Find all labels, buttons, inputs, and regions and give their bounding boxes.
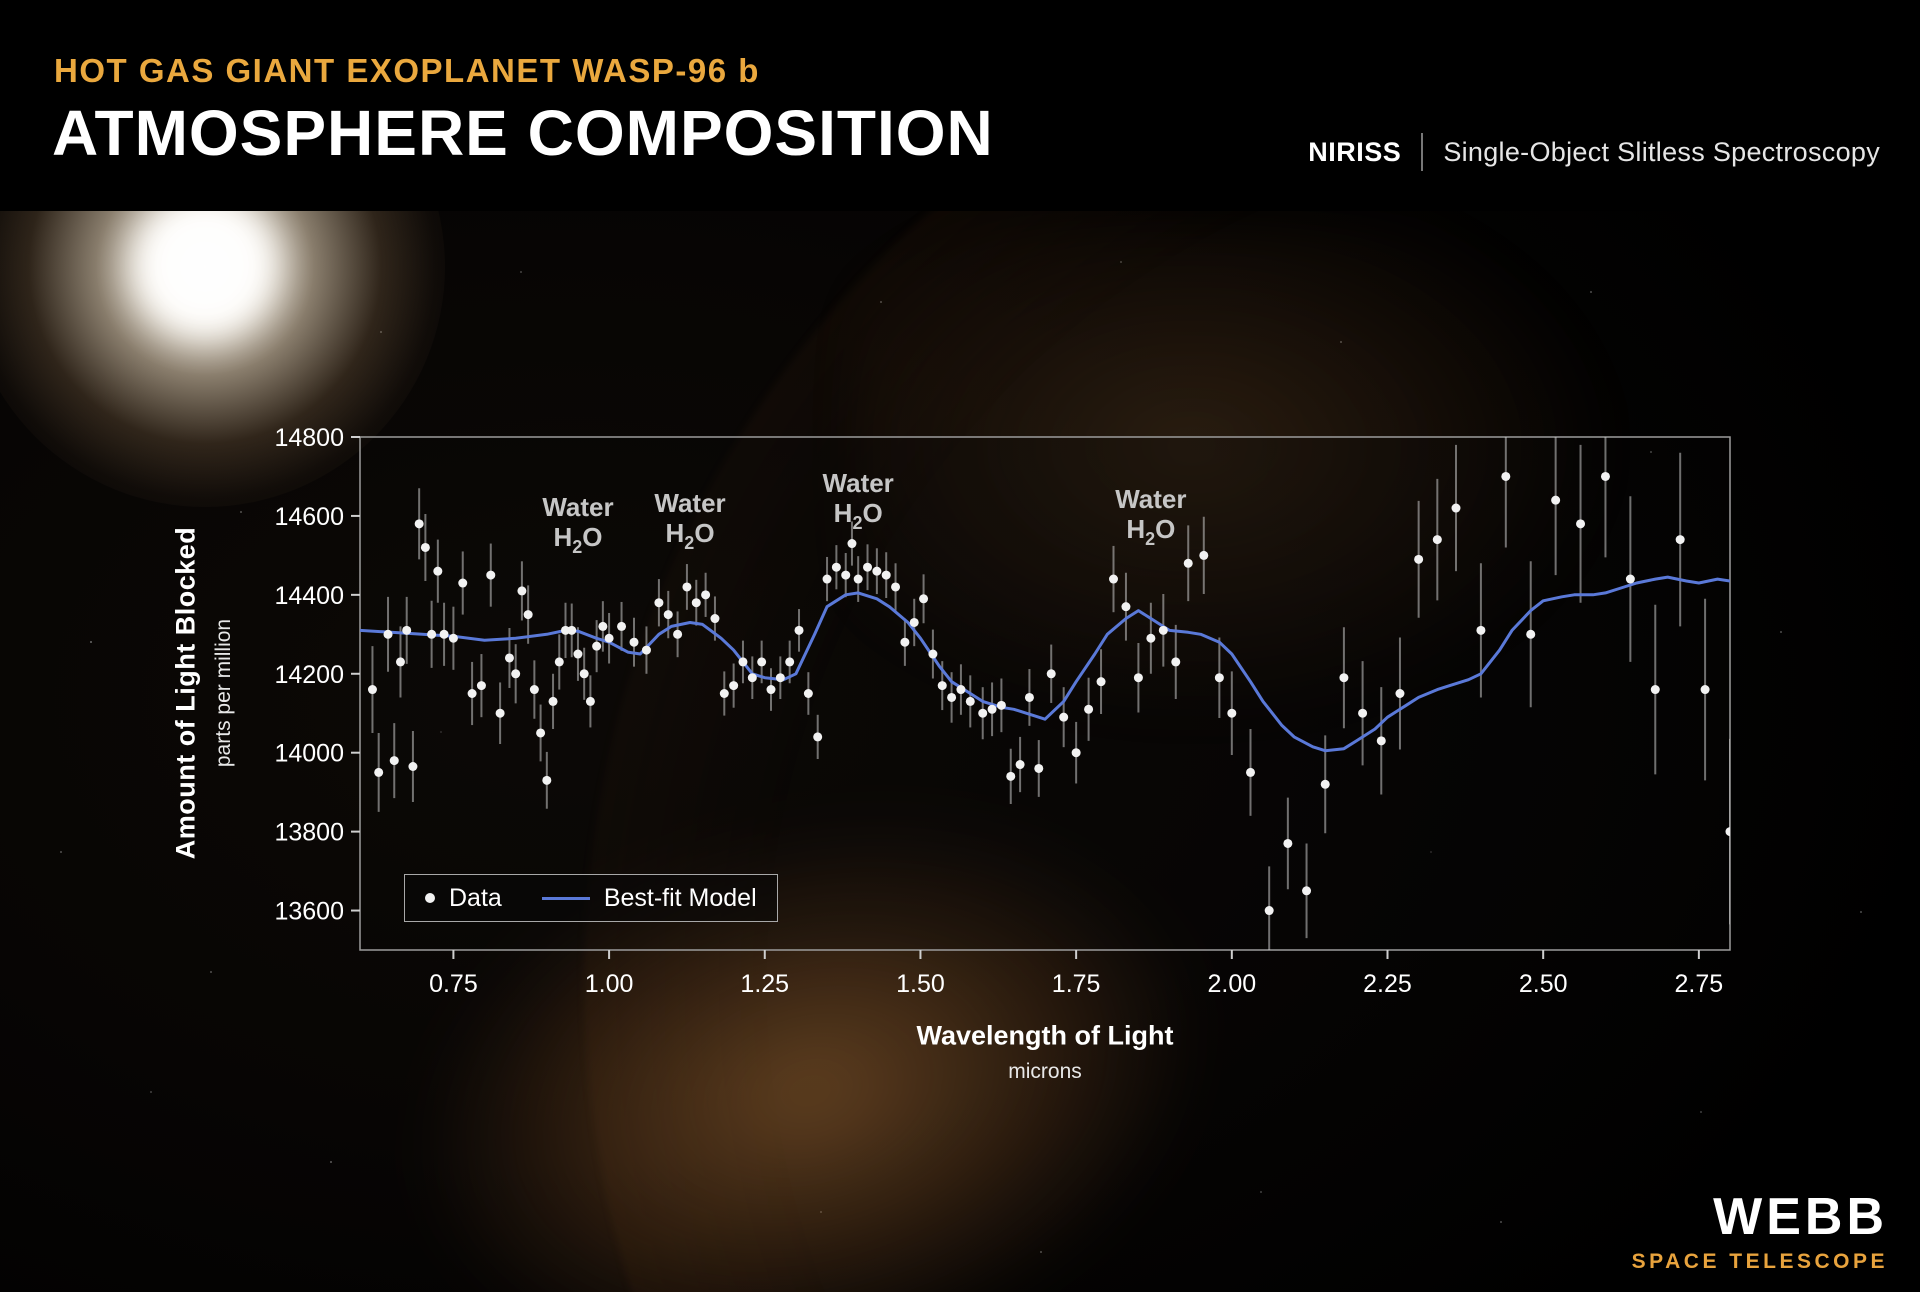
svg-text:H2O: H2O (1126, 514, 1175, 549)
instrument-label: NIRISS (1308, 136, 1402, 167)
legend-model-label: Best-fit Model (603, 883, 757, 912)
svg-text:1.00: 1.00 (585, 970, 634, 998)
planet-limb (584, 211, 1920, 1292)
svg-text:13600: 13600 (274, 898, 344, 926)
svg-text:H2O: H2O (553, 522, 602, 557)
planet-atmosphere-haze (850, 221, 1610, 721)
svg-text:H2O: H2O (666, 518, 715, 553)
observation-mode-label: Single-Object Slitless Spectroscopy (1443, 136, 1880, 167)
svg-text:1.25: 1.25 (740, 970, 789, 998)
svg-text:Water: Water (542, 492, 613, 522)
svg-text:1.50: 1.50 (896, 970, 945, 998)
webb-logo: WEBB SPACE TELESCOPE (1632, 1191, 1888, 1274)
legend-model-line (541, 896, 590, 900)
svg-text:13800: 13800 (274, 819, 344, 847)
header-bar: HOT GAS GIANT EXOPLANET WASP-96 b ATMOSP… (0, 0, 1920, 211)
star-core (135, 211, 275, 335)
svg-text:1.75: 1.75 (1052, 970, 1101, 998)
x-axis-unit: microns (1008, 1060, 1082, 1083)
space-background (0, 211, 1920, 1292)
svg-text:0.75: 0.75 (429, 970, 478, 998)
svg-text:Water: Water (1115, 484, 1186, 514)
svg-text:Water: Water (823, 468, 894, 498)
spectrum-chart: 13600 13800 14000 14200 14400 14600 14800 0.75 1… (274, 424, 1731, 998)
spectrum-plot: 13600 13800 14000 14200 14400 14600 14800 0.75 1… (274, 424, 1731, 998)
logo-main: WEBB (1713, 1188, 1888, 1246)
header-divider (1421, 133, 1424, 171)
svg-text:14800: 14800 (274, 424, 344, 452)
y-axis-title: Amount of Light Blocked (170, 526, 201, 860)
svg-text:2.00: 2.00 (1207, 970, 1256, 998)
svg-text:2.25: 2.25 (1363, 970, 1412, 998)
instrument-info: NIRISS Single-Object Slitless Spectrosco… (1308, 133, 1880, 171)
svg-text:2.75: 2.75 (1675, 970, 1724, 998)
svg-text:14600: 14600 (274, 503, 344, 531)
legend-data-label: Data (449, 883, 502, 912)
svg-text:2.50: 2.50 (1519, 970, 1568, 998)
legend-data-dot (425, 893, 435, 903)
kicker-label: HOT GAS GIANT EXOPLANET WASP-96 b (54, 52, 760, 89)
legend: Data Best-fit Model (404, 874, 778, 922)
page-title: ATMOSPHERE COMPOSITION (52, 97, 994, 169)
svg-text:14000: 14000 (274, 740, 344, 768)
x-axis-title: Wavelength of Light (916, 1020, 1174, 1051)
svg-text:14200: 14200 (274, 661, 344, 689)
svg-text:H2O: H2O (834, 498, 883, 533)
y-axis-unit: parts per million (212, 618, 235, 768)
svg-text:14400: 14400 (274, 582, 344, 610)
logo-sub: SPACE TELESCOPE (1631, 1250, 1888, 1273)
svg-text:Water: Water (654, 488, 725, 518)
